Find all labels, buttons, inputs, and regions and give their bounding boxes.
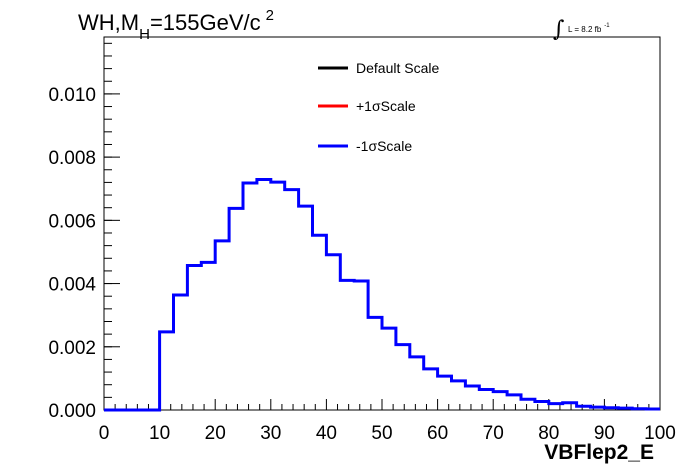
lumi-integral: ∫ [553, 17, 565, 42]
legend: Default Scale +1σScale -1σScale [318, 60, 439, 154]
legend-label-plus: +1σScale [356, 98, 416, 114]
x-tick-label: 80 [538, 423, 559, 444]
y-tick-label: 0.010 [48, 85, 96, 106]
legend-label-minus: -1σScale [356, 138, 412, 154]
axes: 0 10 20 30 40 50 60 70 80 90 100 0.000 0.002 0.004 0.0… [48, 42, 676, 444]
x-tick-label: 90 [594, 423, 615, 444]
x-tick-label: 20 [205, 423, 226, 444]
x-tick-label: 50 [371, 423, 392, 444]
title-superscript: 2 [266, 7, 274, 24]
x-tick-label: 100 [644, 423, 676, 444]
lumi-label: ∫ L = 8.2 fb -1 [553, 17, 610, 42]
x-tick-label: 0 [99, 423, 110, 444]
title-main: WH,M [78, 10, 139, 35]
lumi-superscript: -1 [604, 23, 610, 29]
y-tick-label: 0.008 [48, 148, 96, 169]
x-tick-label: 70 [483, 423, 504, 444]
title-subscript: H [139, 26, 150, 43]
x-tick-label: 40 [316, 423, 337, 444]
y-tick-label: 0.002 [48, 338, 96, 359]
y-tick-label: 0.004 [48, 275, 96, 296]
y-tick-label: 0.006 [48, 211, 96, 232]
series-line [104, 178, 660, 412]
legend-label-default: Default Scale [356, 60, 439, 76]
title-tail: =155GeV/c [150, 10, 261, 35]
lumi-value: L = 8.2 fb [568, 25, 602, 34]
x-tick-label: 30 [260, 423, 281, 444]
x-tick-label: 60 [427, 423, 448, 444]
y-tick-label: 0.000 [48, 401, 96, 422]
histogram-series [104, 178, 660, 412]
lumi-text: L = 8.2 fb -1 [568, 23, 610, 34]
x-tick-label: 10 [149, 423, 170, 444]
x-axis-title: VBFlep2_E [544, 441, 654, 464]
chart-title: WH,MH=155GeV/c 2 [78, 7, 274, 43]
